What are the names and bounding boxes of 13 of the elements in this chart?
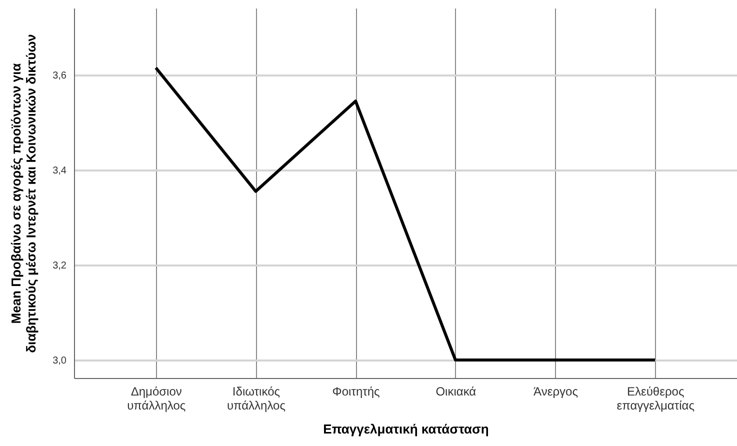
x-tick-label: Άνεργος — [534, 384, 578, 398]
y-tick-label: 3,6 — [52, 70, 67, 82]
y-tick-label: 3,2 — [52, 260, 67, 272]
line-series — [154, 66, 657, 362]
x-tick-label: Δημόσιον υπάλληλος — [127, 384, 186, 412]
y-tick-label: 3,0 — [52, 355, 67, 366]
x-axis-title: Επαγγελματική κατάσταση — [323, 422, 489, 436]
x-tick-label: Ελεύθερος επαγγελματίας — [616, 384, 695, 412]
x-tick-label: Οικιακά — [436, 384, 476, 398]
y-tick-label: 3,4 — [52, 165, 67, 176]
x-tick-label: Φοιτητής — [332, 384, 380, 398]
y-axis-title: Mean Προβαίνω σε αγορές προϊόντων για διαβητικούς μέσω Ιντερνέτ και Κοινωνικών δικτύων — [8, 34, 39, 353]
x-tick-label: Ιδιωτικός υπάλληλος — [226, 384, 286, 412]
